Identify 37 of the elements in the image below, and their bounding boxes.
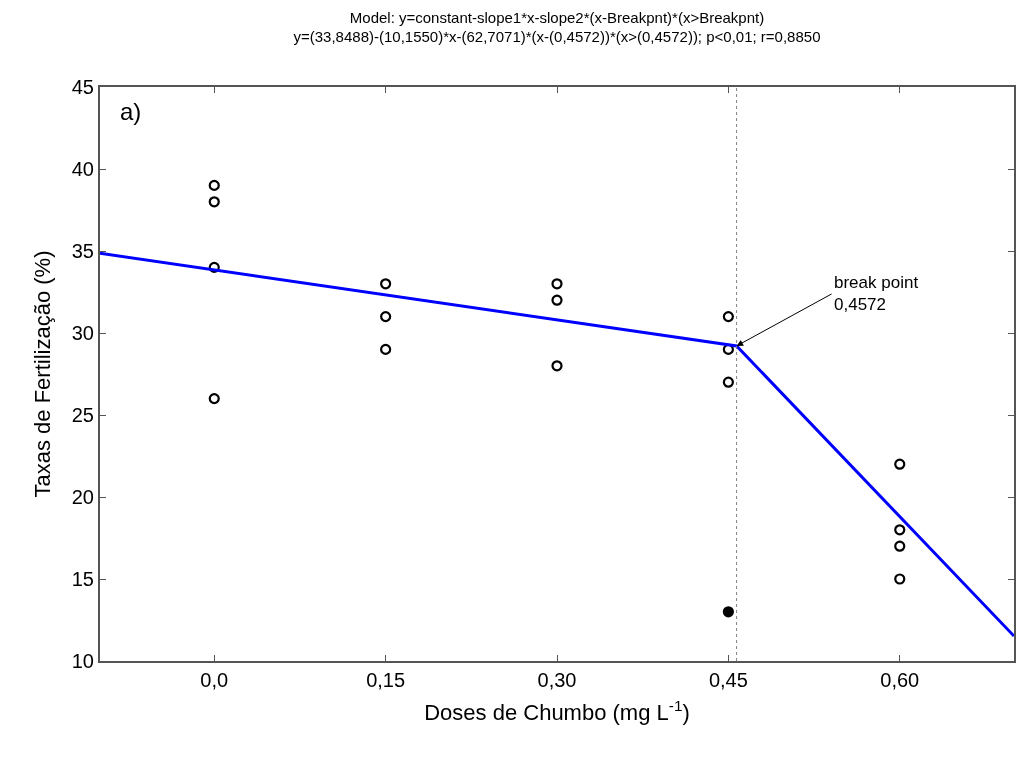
y-tick-label: 30 xyxy=(71,322,94,344)
point xyxy=(722,311,734,323)
annotation: break point 0,4572 xyxy=(834,273,919,315)
y-tick-label: 45 xyxy=(71,76,94,98)
point xyxy=(551,360,563,372)
y-tick-label: 35 xyxy=(71,240,94,262)
point xyxy=(380,311,392,323)
y-tick-label: 20 xyxy=(71,486,94,508)
point xyxy=(551,278,563,290)
y-tick-label: 10 xyxy=(71,650,94,672)
point xyxy=(380,343,392,355)
point xyxy=(208,393,220,405)
point xyxy=(722,343,734,355)
x-axis-title: Doses de Chumbo (mg L$^{-1}$) xyxy=(424,697,690,726)
chart-subtitle: y=(33,8488)-(10,1550)*x-(62,7071)*(x-(0,4572))*(x>(0,4572)); p<0,01; r=0,8850 xyxy=(293,28,821,46)
y-tick-label: 25 xyxy=(71,404,94,426)
chart-title: Model: y=constant-slope1*x-slope2*(x-Breakpnt)*(x>Breakpnt) xyxy=(349,8,765,26)
annotation: a) xyxy=(120,98,142,125)
point xyxy=(551,294,563,306)
point xyxy=(722,376,734,388)
point xyxy=(208,196,220,208)
point xyxy=(894,573,906,585)
point xyxy=(894,458,906,470)
point xyxy=(380,278,392,290)
x-tick-label: 0,60 xyxy=(880,669,920,691)
point xyxy=(894,540,906,552)
x-tick-label: 0,0 xyxy=(200,669,229,691)
y-tick-label: 40 xyxy=(71,158,94,180)
point xyxy=(208,179,220,191)
point xyxy=(894,524,906,536)
point xyxy=(722,606,734,618)
x-tick-label: 0,45 xyxy=(708,669,748,691)
y-tick-label: 15 xyxy=(71,568,94,590)
x-tick-label: 0,30 xyxy=(537,669,577,691)
point xyxy=(208,261,220,273)
x-tick-label: 0,15 xyxy=(366,669,406,691)
y-axis-title: Taxas de Fertilização (%) xyxy=(30,250,56,498)
